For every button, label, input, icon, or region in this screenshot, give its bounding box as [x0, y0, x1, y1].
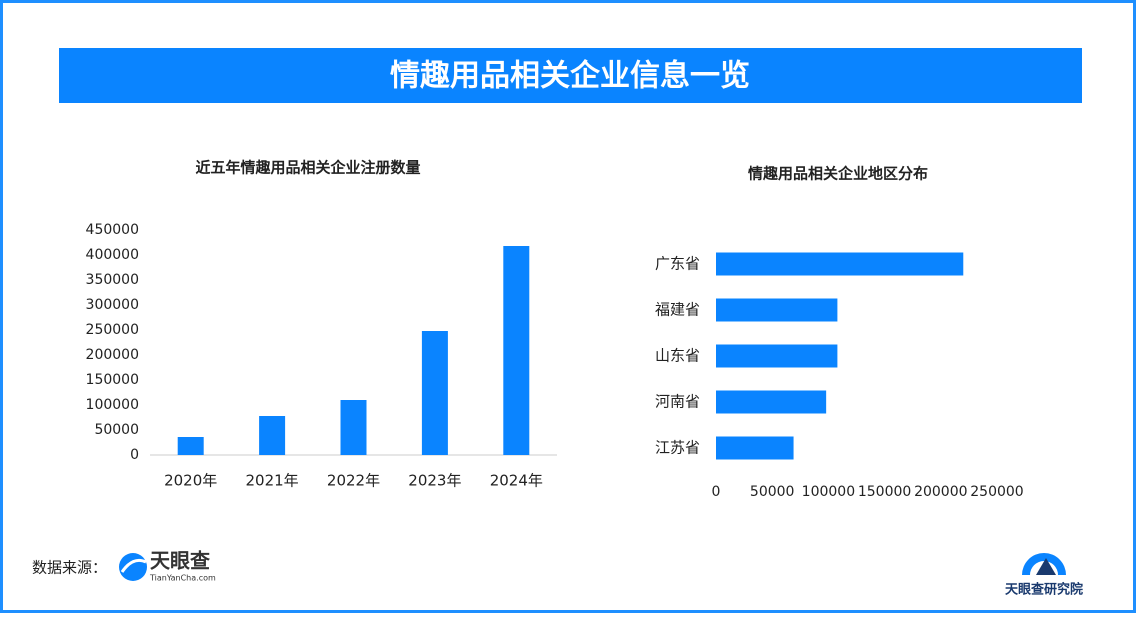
bar: [716, 436, 794, 460]
x-tick-label: 0: [712, 484, 721, 500]
y-tick-label: 广东省: [655, 255, 700, 273]
y-tick-label: 河南省: [655, 393, 700, 411]
bar: [503, 246, 530, 455]
bar: [716, 298, 838, 322]
y-tick-label: 100000: [86, 397, 139, 413]
y-tick-label: 福建省: [655, 301, 700, 319]
x-tick-label: 250000: [970, 484, 1023, 500]
y-tick-label: 350000: [86, 272, 139, 288]
logo-name: 天眼查: [150, 549, 210, 573]
x-tick-label: 50000: [750, 484, 795, 500]
bar: [177, 437, 204, 455]
x-tick-label: 2021年: [246, 472, 299, 490]
x-tick-label: 150000: [858, 484, 911, 500]
bar: [259, 416, 286, 455]
institute-logo-peak: [1036, 558, 1056, 575]
institute-name: 天眼查研究院: [1005, 582, 1083, 598]
y-tick-label: 150000: [86, 372, 139, 388]
chart-title: 近五年情趣用品相关企业注册数量: [195, 159, 420, 177]
logo-swoosh: [120, 558, 147, 573]
institute-logo: [1022, 553, 1066, 575]
x-tick-label: 2020年: [164, 472, 217, 490]
title-banner: [59, 48, 1082, 103]
y-tick-label: 山东省: [655, 347, 700, 365]
bar: [340, 400, 367, 455]
logo-icon: [119, 553, 147, 581]
x-tick-label: 2023年: [408, 472, 461, 490]
bar: [716, 390, 827, 414]
x-tick-label: 2024年: [490, 472, 543, 490]
y-tick-label: 400000: [86, 247, 139, 263]
bar: [716, 252, 964, 276]
x-tick-label: 2022年: [327, 472, 380, 490]
y-tick-label: 0: [130, 447, 139, 463]
y-tick-label: 200000: [86, 347, 139, 363]
x-tick-label: 200000: [914, 484, 967, 500]
y-tick-label: 50000: [94, 422, 139, 438]
y-tick-label: 250000: [86, 322, 139, 338]
y-tick-label: 300000: [86, 297, 139, 313]
y-tick-label: 450000: [86, 222, 139, 238]
logo-url: TianYanCha.com: [149, 574, 216, 583]
chart-title: 情趣用品相关企业地区分布: [748, 165, 928, 183]
y-tick-label: 江苏省: [655, 439, 700, 457]
page-title: 情趣用品相关企业信息一览: [390, 59, 750, 94]
bar: [421, 331, 448, 455]
x-tick-label: 100000: [802, 484, 855, 500]
bar: [716, 344, 838, 368]
source-label: 数据来源：: [32, 559, 107, 577]
